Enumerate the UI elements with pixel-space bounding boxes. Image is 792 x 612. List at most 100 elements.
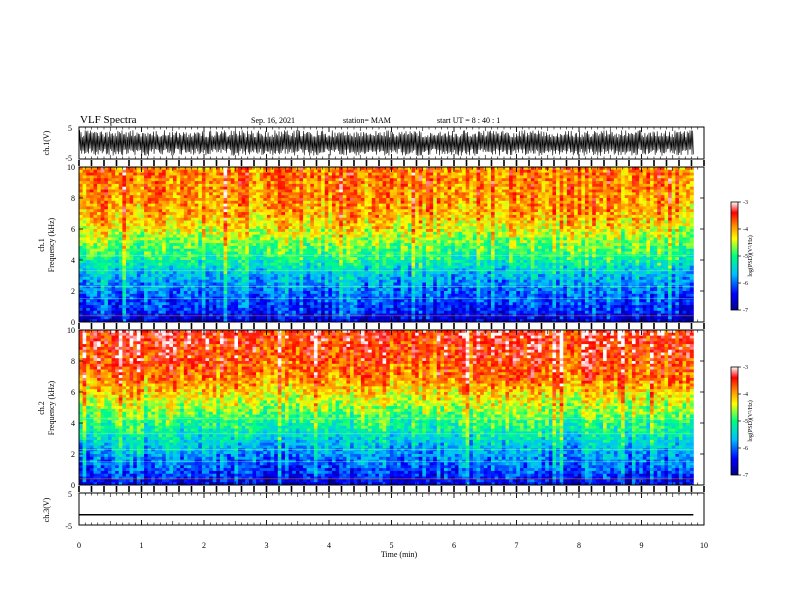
spectrogram-cell [267, 223, 271, 226]
spectrogram-cell [336, 195, 340, 198]
spectrogram-cell [115, 229, 119, 232]
spectrogram-cell [271, 209, 275, 212]
spectrogram-cell [614, 201, 618, 204]
spectrogram-cell [589, 198, 593, 201]
spectrogram-cell [238, 201, 242, 204]
spectrogram-cell [654, 178, 658, 181]
spectrogram-cell [617, 187, 621, 190]
spectrogram-cell [437, 175, 441, 178]
spectrogram-cell [444, 192, 448, 195]
spectrogram-cell [357, 232, 361, 235]
spectrogram-cell [198, 206, 202, 209]
spectrogram-cell [379, 175, 383, 178]
spectrogram-cell [350, 240, 354, 243]
spectrogram-cell [502, 181, 506, 184]
spectrogram-cell [328, 190, 332, 193]
spectrogram-cell [448, 226, 452, 229]
spectrogram-cell [227, 173, 231, 176]
spectrogram-cell [227, 178, 231, 181]
spectrogram-cell [448, 240, 452, 243]
spectrogram-cell [321, 221, 325, 224]
spectrogram-cell [140, 249, 144, 252]
spectrogram-cell [115, 215, 119, 218]
spectrogram-cell [216, 240, 220, 243]
spectrogram-cell [227, 237, 231, 240]
spectrogram-cell [404, 246, 408, 249]
spectrogram-cell [97, 232, 101, 235]
spectrogram-cell [524, 173, 528, 176]
spectrogram-cell [184, 198, 188, 201]
spectrogram-cell [571, 218, 575, 221]
spectrogram-cell [159, 209, 163, 212]
spectrogram-cell [184, 221, 188, 224]
spectrogram-cell [365, 223, 369, 226]
spectrogram-cell [140, 232, 144, 235]
spectrogram-cell [592, 184, 596, 187]
spectrogram-cell [675, 187, 679, 190]
spectrogram-cell [307, 221, 311, 224]
spectrogram-cell [307, 170, 311, 173]
spectrogram-cell [469, 181, 473, 184]
spectrogram-cell [339, 235, 343, 238]
spectrogram-cell [303, 201, 307, 204]
spectrogram-cell [621, 223, 625, 226]
spectrogram-cell [491, 218, 495, 221]
spectrogram-cell [307, 223, 311, 226]
spectrogram-cell [238, 246, 242, 249]
spectrogram-cell [93, 223, 97, 226]
spectrogram-cell [433, 170, 437, 173]
spectrogram-cell [505, 170, 509, 173]
spectrogram-cell [133, 173, 137, 176]
spectrogram-cell [346, 226, 350, 229]
spectrogram-cell [130, 226, 134, 229]
spectrogram-cell [524, 198, 528, 201]
spectrogram-cell [151, 187, 155, 190]
spectrogram-cell [657, 178, 661, 181]
spectrogram-cell [451, 246, 455, 249]
spectrogram-cell [180, 240, 184, 243]
spectrogram-cell [242, 226, 246, 229]
spectrogram-cell [643, 190, 647, 193]
spectrogram-cell [90, 178, 94, 181]
spectrogram-cell [209, 209, 213, 212]
spectrogram-cell [675, 215, 679, 218]
spectrogram-cell [137, 201, 141, 204]
spectrogram-cell [408, 204, 412, 207]
spectrogram-cell [513, 195, 517, 198]
spectrogram-cell [90, 226, 94, 229]
spectrogram-cell [252, 240, 256, 243]
spectrogram-cell [527, 190, 531, 193]
spectrogram-cell [79, 184, 83, 187]
spectrogram-cell [390, 190, 394, 193]
spectrogram-cell [585, 190, 589, 193]
spectrogram-cell [213, 209, 217, 212]
spectrogram-cell [328, 204, 332, 207]
spectrogram-cell [159, 170, 163, 173]
spectrogram-cell [599, 201, 603, 204]
spectrogram-cell [169, 173, 173, 176]
spectrogram-cell [524, 192, 528, 195]
spectrogram-cell [484, 181, 488, 184]
spectrogram-cell [390, 237, 394, 240]
spectrogram-cell [567, 232, 571, 235]
spectrogram-cell [180, 175, 184, 178]
spectrogram-cell [458, 246, 462, 249]
spectrogram-cell [307, 226, 311, 229]
spectrogram-cell [205, 229, 209, 232]
spectrogram-cell [101, 243, 105, 246]
spectrogram-cell [184, 249, 188, 252]
spectrogram-cell [307, 235, 311, 238]
spectrogram-cell [79, 243, 83, 246]
spectrogram-cell [108, 192, 112, 195]
spectrogram-cell [552, 221, 556, 224]
spectrogram-cell [205, 218, 209, 221]
spectrogram-cell [144, 237, 148, 240]
spectrogram-cell [310, 209, 314, 212]
spectrogram-cell [321, 212, 325, 215]
spectrogram-cell [90, 195, 94, 198]
spectrogram-cell [664, 175, 668, 178]
spectrogram-cell [289, 195, 293, 198]
spectrogram-cell [249, 237, 253, 240]
spectrogram-cell [90, 204, 94, 207]
spectrogram-cell [617, 232, 621, 235]
